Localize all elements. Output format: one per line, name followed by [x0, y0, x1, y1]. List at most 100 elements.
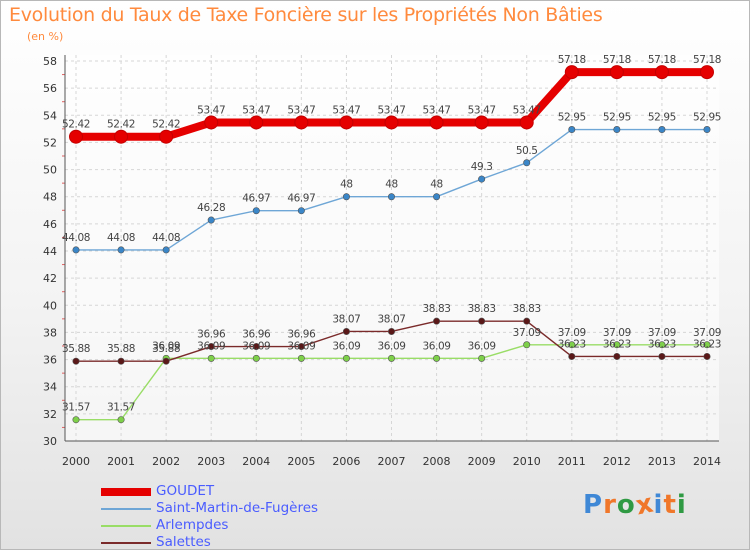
- data-label: 50.5: [516, 145, 538, 157]
- data-point: [342, 193, 350, 201]
- data-label: 36.09: [332, 340, 360, 352]
- x-tick-label: 2014: [693, 455, 721, 468]
- data-label: 52.95: [558, 112, 586, 124]
- data-label: 53.47: [197, 104, 225, 116]
- data-point: [523, 341, 531, 349]
- x-tick-label: 2011: [558, 455, 586, 468]
- data-label: 36.23: [693, 338, 721, 350]
- data-label: 36.09: [377, 340, 405, 352]
- data-label: 37.09: [513, 327, 541, 339]
- y-axis-unit-label: (en %): [27, 30, 64, 43]
- x-tick-label: 2001: [107, 455, 135, 468]
- data-point: [297, 343, 305, 351]
- data-label: 37.09: [603, 327, 631, 339]
- data-label: 53.47: [332, 104, 360, 116]
- x-tick-label: 2000: [62, 455, 90, 468]
- data-label: 53.47: [377, 104, 405, 116]
- y-tick-label: 32: [43, 408, 57, 421]
- data-point: [658, 341, 666, 349]
- legend-label: Arlempdes: [156, 517, 229, 533]
- data-label: 46.28: [197, 202, 225, 214]
- data-label: 52.42: [107, 119, 135, 131]
- x-tick-label: 2002: [152, 455, 180, 468]
- logo-letter: i: [676, 490, 687, 520]
- data-point: [162, 357, 170, 365]
- data-label: 57.18: [603, 54, 631, 66]
- data-label: 36.09: [468, 340, 496, 352]
- data-point: [72, 416, 80, 424]
- data-point: [433, 193, 441, 201]
- data-point: [114, 129, 129, 144]
- data-point: [72, 246, 80, 254]
- data-label: 57.18: [693, 54, 721, 66]
- data-point: [703, 352, 711, 360]
- data-label: 31.57: [107, 402, 135, 414]
- legend-swatch: [101, 542, 151, 544]
- data-label: 36.23: [558, 338, 586, 350]
- data-label: 37.09: [648, 327, 676, 339]
- y-tick-label: 34: [43, 381, 57, 394]
- logo-letter: P: [583, 490, 604, 520]
- data-point: [568, 352, 576, 360]
- data-label: 36.09: [423, 340, 451, 352]
- data-point: [204, 115, 219, 130]
- data-label: 53.47: [513, 104, 541, 116]
- data-point: [658, 126, 666, 134]
- y-tick-label: 42: [43, 272, 57, 285]
- data-label: 53.47: [423, 104, 451, 116]
- legend-label: Salettes: [156, 534, 211, 550]
- data-label: 37.09: [558, 327, 586, 339]
- y-tick-label: 56: [43, 82, 57, 95]
- data-point: [474, 115, 489, 130]
- data-label: 48: [430, 179, 443, 191]
- x-tick-label: 2005: [287, 455, 315, 468]
- x-tick-label: 2013: [648, 455, 676, 468]
- data-label: 38.83: [423, 303, 451, 315]
- data-point: [478, 317, 486, 325]
- data-label: 53.47: [242, 104, 270, 116]
- data-point: [387, 327, 395, 335]
- logo-letter: r: [603, 490, 617, 520]
- data-point: [297, 354, 305, 362]
- data-point: [523, 159, 531, 167]
- chart-title: Evolution du Taux de Taxe Foncière sur l…: [9, 4, 603, 26]
- data-point: [69, 129, 83, 144]
- legend-label: GOUDET: [156, 483, 215, 499]
- x-tick-label: 2006: [332, 455, 360, 468]
- data-label: 52.42: [62, 119, 90, 131]
- y-tick-label: 36: [43, 354, 57, 367]
- y-tick-label: 30: [43, 435, 57, 448]
- data-point: [658, 352, 666, 360]
- data-point: [478, 175, 486, 183]
- data-point: [523, 317, 531, 325]
- data-point: [117, 357, 125, 365]
- data-point: [654, 65, 669, 80]
- data-point: [613, 352, 621, 360]
- data-label: 36.23: [648, 338, 676, 350]
- data-point: [478, 354, 486, 362]
- data-label: 36.96: [242, 329, 271, 341]
- x-tick-label: 2003: [197, 455, 225, 468]
- y-tick-label: 50: [43, 164, 57, 177]
- data-label: 52.95: [693, 112, 721, 124]
- x-tick-label: 2007: [378, 455, 406, 468]
- data-label: 31.57: [62, 402, 90, 414]
- data-point: [387, 193, 395, 201]
- data-label: 36.09: [197, 340, 225, 352]
- data-point: [519, 115, 534, 130]
- data-point: [207, 354, 215, 362]
- data-label: 36.96: [197, 329, 226, 341]
- x-tick-label: 2004: [242, 455, 270, 468]
- data-point: [384, 115, 399, 130]
- data-point: [703, 341, 711, 349]
- data-label: 38.07: [377, 313, 405, 325]
- data-point: [117, 416, 125, 424]
- data-point: [433, 354, 441, 362]
- data-point: [249, 115, 264, 130]
- data-point: [117, 246, 125, 254]
- data-point: [252, 207, 260, 215]
- data-label: 38.07: [332, 313, 360, 325]
- data-label: 52.95: [603, 112, 631, 124]
- data-label: 35.88: [107, 343, 135, 355]
